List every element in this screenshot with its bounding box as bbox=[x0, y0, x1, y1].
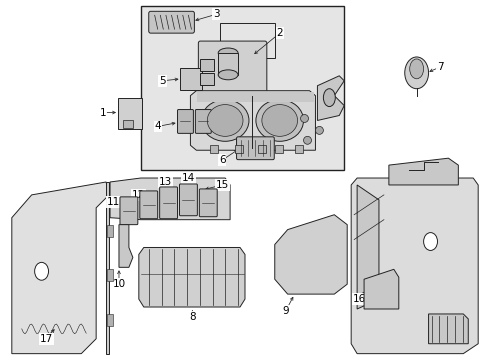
Bar bbox=[218, 53, 238, 75]
Polygon shape bbox=[12, 182, 109, 354]
Text: 7: 7 bbox=[436, 62, 443, 72]
Polygon shape bbox=[110, 178, 230, 220]
Polygon shape bbox=[139, 247, 244, 307]
Polygon shape bbox=[350, 178, 477, 354]
Text: 16: 16 bbox=[352, 294, 365, 304]
Text: 13: 13 bbox=[159, 177, 172, 187]
Bar bbox=[257, 145, 265, 153]
FancyBboxPatch shape bbox=[195, 109, 211, 133]
Text: 8: 8 bbox=[189, 312, 195, 322]
Text: 5: 5 bbox=[159, 76, 165, 86]
Bar bbox=[107, 269, 113, 281]
Text: 1: 1 bbox=[100, 108, 106, 117]
Bar bbox=[210, 145, 218, 153]
Text: 17: 17 bbox=[40, 334, 53, 344]
Ellipse shape bbox=[255, 100, 303, 141]
Bar bbox=[107, 314, 113, 326]
Ellipse shape bbox=[201, 100, 248, 141]
Bar bbox=[107, 225, 113, 237]
Ellipse shape bbox=[409, 59, 423, 79]
Bar bbox=[220, 23, 274, 58]
Bar bbox=[197, 92, 314, 102]
Text: 3: 3 bbox=[212, 9, 219, 19]
FancyBboxPatch shape bbox=[180, 68, 202, 90]
FancyBboxPatch shape bbox=[177, 109, 193, 133]
Bar bbox=[200, 59, 214, 71]
Polygon shape bbox=[119, 225, 133, 267]
Bar bbox=[294, 145, 302, 153]
FancyBboxPatch shape bbox=[198, 41, 266, 93]
Bar bbox=[141, 6, 344, 170]
FancyBboxPatch shape bbox=[199, 189, 217, 217]
Text: 2: 2 bbox=[276, 28, 283, 38]
Polygon shape bbox=[190, 91, 315, 150]
FancyBboxPatch shape bbox=[236, 137, 274, 159]
Ellipse shape bbox=[323, 89, 335, 107]
Ellipse shape bbox=[218, 48, 238, 58]
FancyBboxPatch shape bbox=[160, 187, 177, 219]
Text: 6: 6 bbox=[219, 155, 225, 165]
Bar bbox=[274, 145, 282, 153]
Polygon shape bbox=[356, 185, 378, 309]
Ellipse shape bbox=[423, 233, 437, 251]
FancyBboxPatch shape bbox=[118, 98, 142, 129]
Bar bbox=[235, 145, 243, 153]
FancyBboxPatch shape bbox=[148, 11, 194, 33]
Ellipse shape bbox=[262, 105, 297, 136]
Text: 15: 15 bbox=[215, 180, 228, 190]
Ellipse shape bbox=[207, 105, 243, 136]
Text: 14: 14 bbox=[182, 173, 195, 183]
Bar bbox=[122, 121, 133, 129]
Ellipse shape bbox=[35, 262, 48, 280]
FancyBboxPatch shape bbox=[140, 191, 157, 219]
FancyBboxPatch shape bbox=[120, 197, 138, 225]
Ellipse shape bbox=[218, 70, 238, 80]
Circle shape bbox=[300, 114, 308, 122]
Polygon shape bbox=[106, 182, 109, 354]
Text: 9: 9 bbox=[282, 306, 288, 316]
Text: 12: 12 bbox=[132, 190, 145, 200]
Polygon shape bbox=[388, 158, 457, 185]
Circle shape bbox=[315, 126, 323, 134]
Text: 11: 11 bbox=[106, 197, 120, 207]
Text: 10: 10 bbox=[112, 279, 125, 289]
Polygon shape bbox=[274, 215, 346, 294]
Polygon shape bbox=[427, 314, 468, 344]
Bar bbox=[200, 73, 214, 85]
Text: 4: 4 bbox=[154, 121, 161, 131]
Polygon shape bbox=[317, 76, 344, 121]
FancyBboxPatch shape bbox=[179, 184, 197, 216]
Ellipse shape bbox=[404, 57, 427, 89]
Circle shape bbox=[303, 136, 311, 144]
Polygon shape bbox=[364, 269, 398, 309]
